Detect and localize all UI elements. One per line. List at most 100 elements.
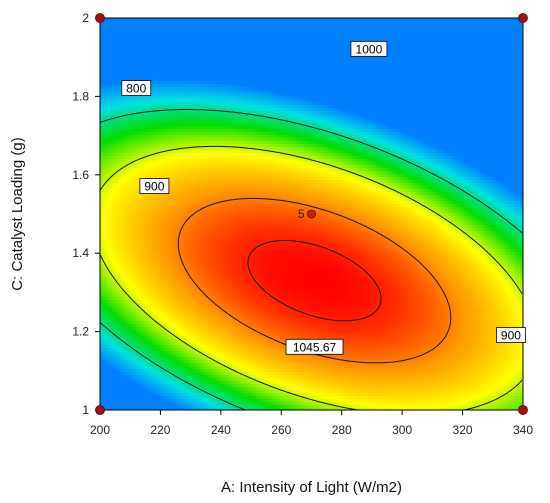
heat-cell	[373, 57, 377, 61]
heat-cell	[187, 93, 191, 97]
heat-cell	[142, 75, 146, 79]
heat-cell	[226, 87, 230, 91]
heat-cell	[157, 93, 161, 97]
heat-cell	[343, 21, 347, 25]
heat-cell	[136, 123, 140, 127]
heat-cell	[148, 99, 152, 103]
heat-cell	[199, 78, 203, 82]
heat-cell	[268, 21, 272, 25]
heat-cell	[229, 51, 233, 55]
heat-cell	[247, 117, 251, 121]
heat-cell	[400, 90, 404, 94]
heat-cell	[187, 102, 191, 106]
heat-cell	[448, 18, 452, 22]
heat-cell	[478, 111, 482, 115]
heat-cell	[121, 39, 125, 43]
heat-cell	[469, 114, 473, 118]
heat-cell	[355, 75, 359, 79]
heat-cell	[340, 39, 344, 43]
heat-cell	[400, 39, 404, 43]
heat-cell	[448, 57, 452, 61]
heat-cell	[115, 21, 119, 25]
heat-cell	[160, 45, 164, 49]
heat-cell	[157, 75, 161, 79]
heat-cell	[154, 96, 158, 100]
heat-cell	[214, 69, 218, 73]
heat-cell	[247, 42, 251, 46]
heat-cell	[220, 18, 224, 22]
heat-cell	[424, 69, 428, 73]
heat-cell	[268, 30, 272, 34]
heat-cell	[316, 57, 320, 61]
heat-cell	[520, 96, 524, 100]
heat-cell	[397, 72, 401, 76]
heat-cell	[379, 39, 383, 43]
heat-cell	[457, 18, 461, 22]
heat-cell	[475, 39, 479, 43]
heat-cell	[472, 111, 476, 115]
heat-cell	[160, 33, 164, 37]
heat-cell	[262, 96, 266, 100]
heat-cell	[109, 21, 113, 25]
heat-cell	[226, 102, 230, 106]
heat-cell	[199, 18, 203, 22]
heat-cell	[448, 105, 452, 109]
heat-cell	[262, 54, 266, 58]
heat-cell	[445, 42, 449, 46]
heat-cell	[343, 93, 347, 97]
heat-cell	[484, 51, 488, 55]
heat-cell	[217, 36, 221, 40]
heat-cell	[301, 42, 305, 46]
heat-cell	[340, 105, 344, 109]
heat-cell	[115, 69, 119, 73]
heat-cell	[430, 120, 434, 124]
heat-cell	[175, 114, 179, 118]
heat-cell	[484, 114, 488, 118]
heat-cell	[259, 111, 263, 115]
heat-cell	[130, 60, 134, 64]
heat-cell	[322, 114, 326, 118]
heat-cell	[457, 45, 461, 49]
heat-cell	[346, 96, 350, 100]
heat-cell	[196, 66, 200, 70]
heat-cell	[505, 51, 509, 55]
heat-cell	[115, 81, 119, 85]
heat-cell	[130, 27, 134, 31]
heat-cell	[454, 36, 458, 40]
heat-cell	[193, 18, 197, 22]
heat-cell	[169, 33, 173, 37]
heat-cell	[301, 27, 305, 31]
heat-cell	[448, 27, 452, 31]
heat-cell	[142, 69, 146, 73]
heat-cell	[172, 117, 176, 121]
heat-cell	[337, 51, 341, 55]
heat-cell	[334, 48, 338, 52]
heat-cell	[289, 87, 293, 91]
heat-cell	[460, 27, 464, 31]
heat-cell	[355, 63, 359, 67]
heat-cell	[127, 33, 131, 37]
heat-cell	[274, 120, 278, 124]
heat-cell	[109, 90, 113, 94]
heat-cell	[271, 33, 275, 37]
heat-cell	[223, 18, 227, 22]
heat-cell	[193, 111, 197, 115]
heat-cell	[298, 90, 302, 94]
heat-cell	[232, 66, 236, 70]
heat-cell	[277, 48, 281, 52]
heat-cell	[142, 72, 146, 76]
heat-cell	[241, 75, 245, 79]
heat-cell	[118, 123, 122, 127]
heat-cell	[241, 114, 245, 118]
heat-cell	[478, 33, 482, 37]
heat-cell	[403, 42, 407, 46]
heat-cell	[409, 60, 413, 64]
heat-cell	[115, 60, 119, 64]
heat-cell	[280, 75, 284, 79]
heat-cell	[400, 27, 404, 31]
heat-cell	[103, 45, 107, 49]
heat-cell	[343, 69, 347, 73]
heat-cell	[400, 84, 404, 88]
heat-cell	[316, 93, 320, 97]
heat-cell	[181, 24, 185, 28]
